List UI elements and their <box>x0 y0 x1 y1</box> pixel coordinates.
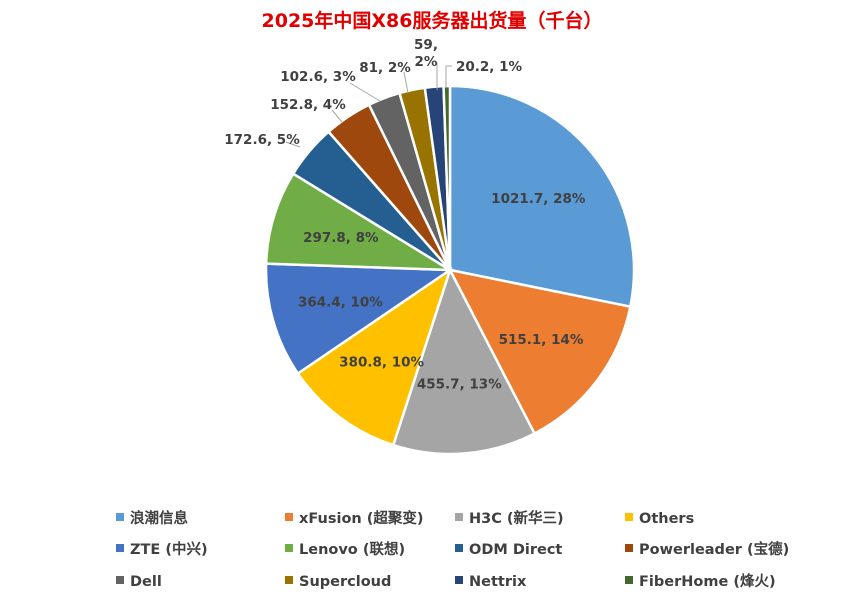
pie-slice-others <box>296 266 453 447</box>
data-label-nettrix: 59, 2% <box>414 37 438 70</box>
legend-label: ZTE (中兴) <box>130 540 208 558</box>
legend-item-xfusion: xFusion (超聚变) <box>285 509 424 527</box>
legend-item-supercloud: Supercloud <box>285 574 391 590</box>
legend-label: Dell <box>130 574 162 590</box>
legend-swatch <box>455 513 463 521</box>
pie-slice-h3c <box>391 266 537 456</box>
data-label-h3c: 455.7, 13% <box>417 377 502 393</box>
legend-swatch <box>625 544 633 552</box>
legend-item-nettrix: Nettrix <box>455 574 527 590</box>
legend-swatch <box>116 513 124 521</box>
pie-slice-fiberhome <box>442 84 452 271</box>
legend-swatch <box>116 544 124 552</box>
legend-swatch <box>285 576 293 584</box>
leader-line-powerleader <box>331 109 343 123</box>
legend-label: H3C (新华三) <box>469 509 564 527</box>
legend-item-odm-direct: ODM Direct <box>455 542 562 558</box>
legend-swatch <box>285 513 293 521</box>
legend-label: 浪潮信息 <box>130 509 188 527</box>
chart-title: 2025年中国X86服务器出货量（千台） <box>262 9 603 32</box>
legend-swatch <box>116 576 124 584</box>
data-label-xfusion: 515.1, 14% <box>499 332 584 348</box>
legend-item-fiberhome: FiberHome (烽火) <box>625 572 776 590</box>
pie-slice-lenovo <box>264 171 455 272</box>
pie-slices <box>264 84 636 456</box>
data-label-zte: 364.4, 10% <box>298 295 383 311</box>
legend-label: FiberHome (烽火) <box>639 572 776 590</box>
legend-swatch <box>625 576 633 584</box>
legend-label: Others <box>639 511 694 527</box>
legend-swatch <box>285 544 293 552</box>
legend-item-dell: Dell <box>116 574 162 590</box>
data-label-others: 380.8, 10% <box>339 354 424 370</box>
pie-slice-slice <box>448 84 636 309</box>
leader-line-odm-direct <box>285 141 301 148</box>
legend-label: Supercloud <box>299 574 391 590</box>
legend-label: Powerleader (宝德) <box>639 540 789 558</box>
leader-line-fiberhome <box>445 65 452 87</box>
data-label-powerleader: 152.8, 4% <box>270 97 346 113</box>
legend-item-h3c: H3C (新华三) <box>455 509 564 527</box>
data-labels: 1021.7, 28% 515.1, 14% 455.7, 13% 380.8, 10… <box>224 37 586 393</box>
data-label-lenovo: 297.8, 8% <box>303 230 379 246</box>
data-label-fiberhome: 20.2, 1% <box>456 59 523 75</box>
legend-item-zte: ZTE (中兴) <box>116 540 208 558</box>
legend-label: ODM Direct <box>469 542 562 558</box>
pie-slice-xfusion <box>447 268 632 436</box>
legend-item-slice: 浪潮信息 <box>116 509 188 527</box>
data-label-supercloud: 81, 2% <box>359 60 411 76</box>
data-label-dell: 102.6, 3% <box>280 69 356 85</box>
legend: 浪潮信息 xFusion (超聚变) H3C (新华三) Others ZTE (中兴)… <box>116 509 789 590</box>
pie-slice-zte <box>264 262 454 376</box>
legend-item-powerleader: Powerleader (宝德) <box>625 540 789 558</box>
leader-lines <box>285 62 452 148</box>
data-label-slice: 1021.7, 28% <box>491 191 586 207</box>
legend-label: xFusion (超聚变) <box>299 509 424 527</box>
legend-label: Nettrix <box>469 574 527 590</box>
legend-swatch <box>625 513 633 521</box>
legend-label: Lenovo (联想) <box>299 540 405 558</box>
legend-swatch <box>455 544 463 552</box>
leader-line-dell <box>349 82 381 102</box>
leader-line-supercloud <box>403 71 409 94</box>
data-label-odm-direct: 172.6, 5% <box>224 132 300 148</box>
legend-item-lenovo: Lenovo (联想) <box>285 540 405 558</box>
legend-item-others: Others <box>625 511 694 527</box>
legend-swatch <box>455 576 463 584</box>
